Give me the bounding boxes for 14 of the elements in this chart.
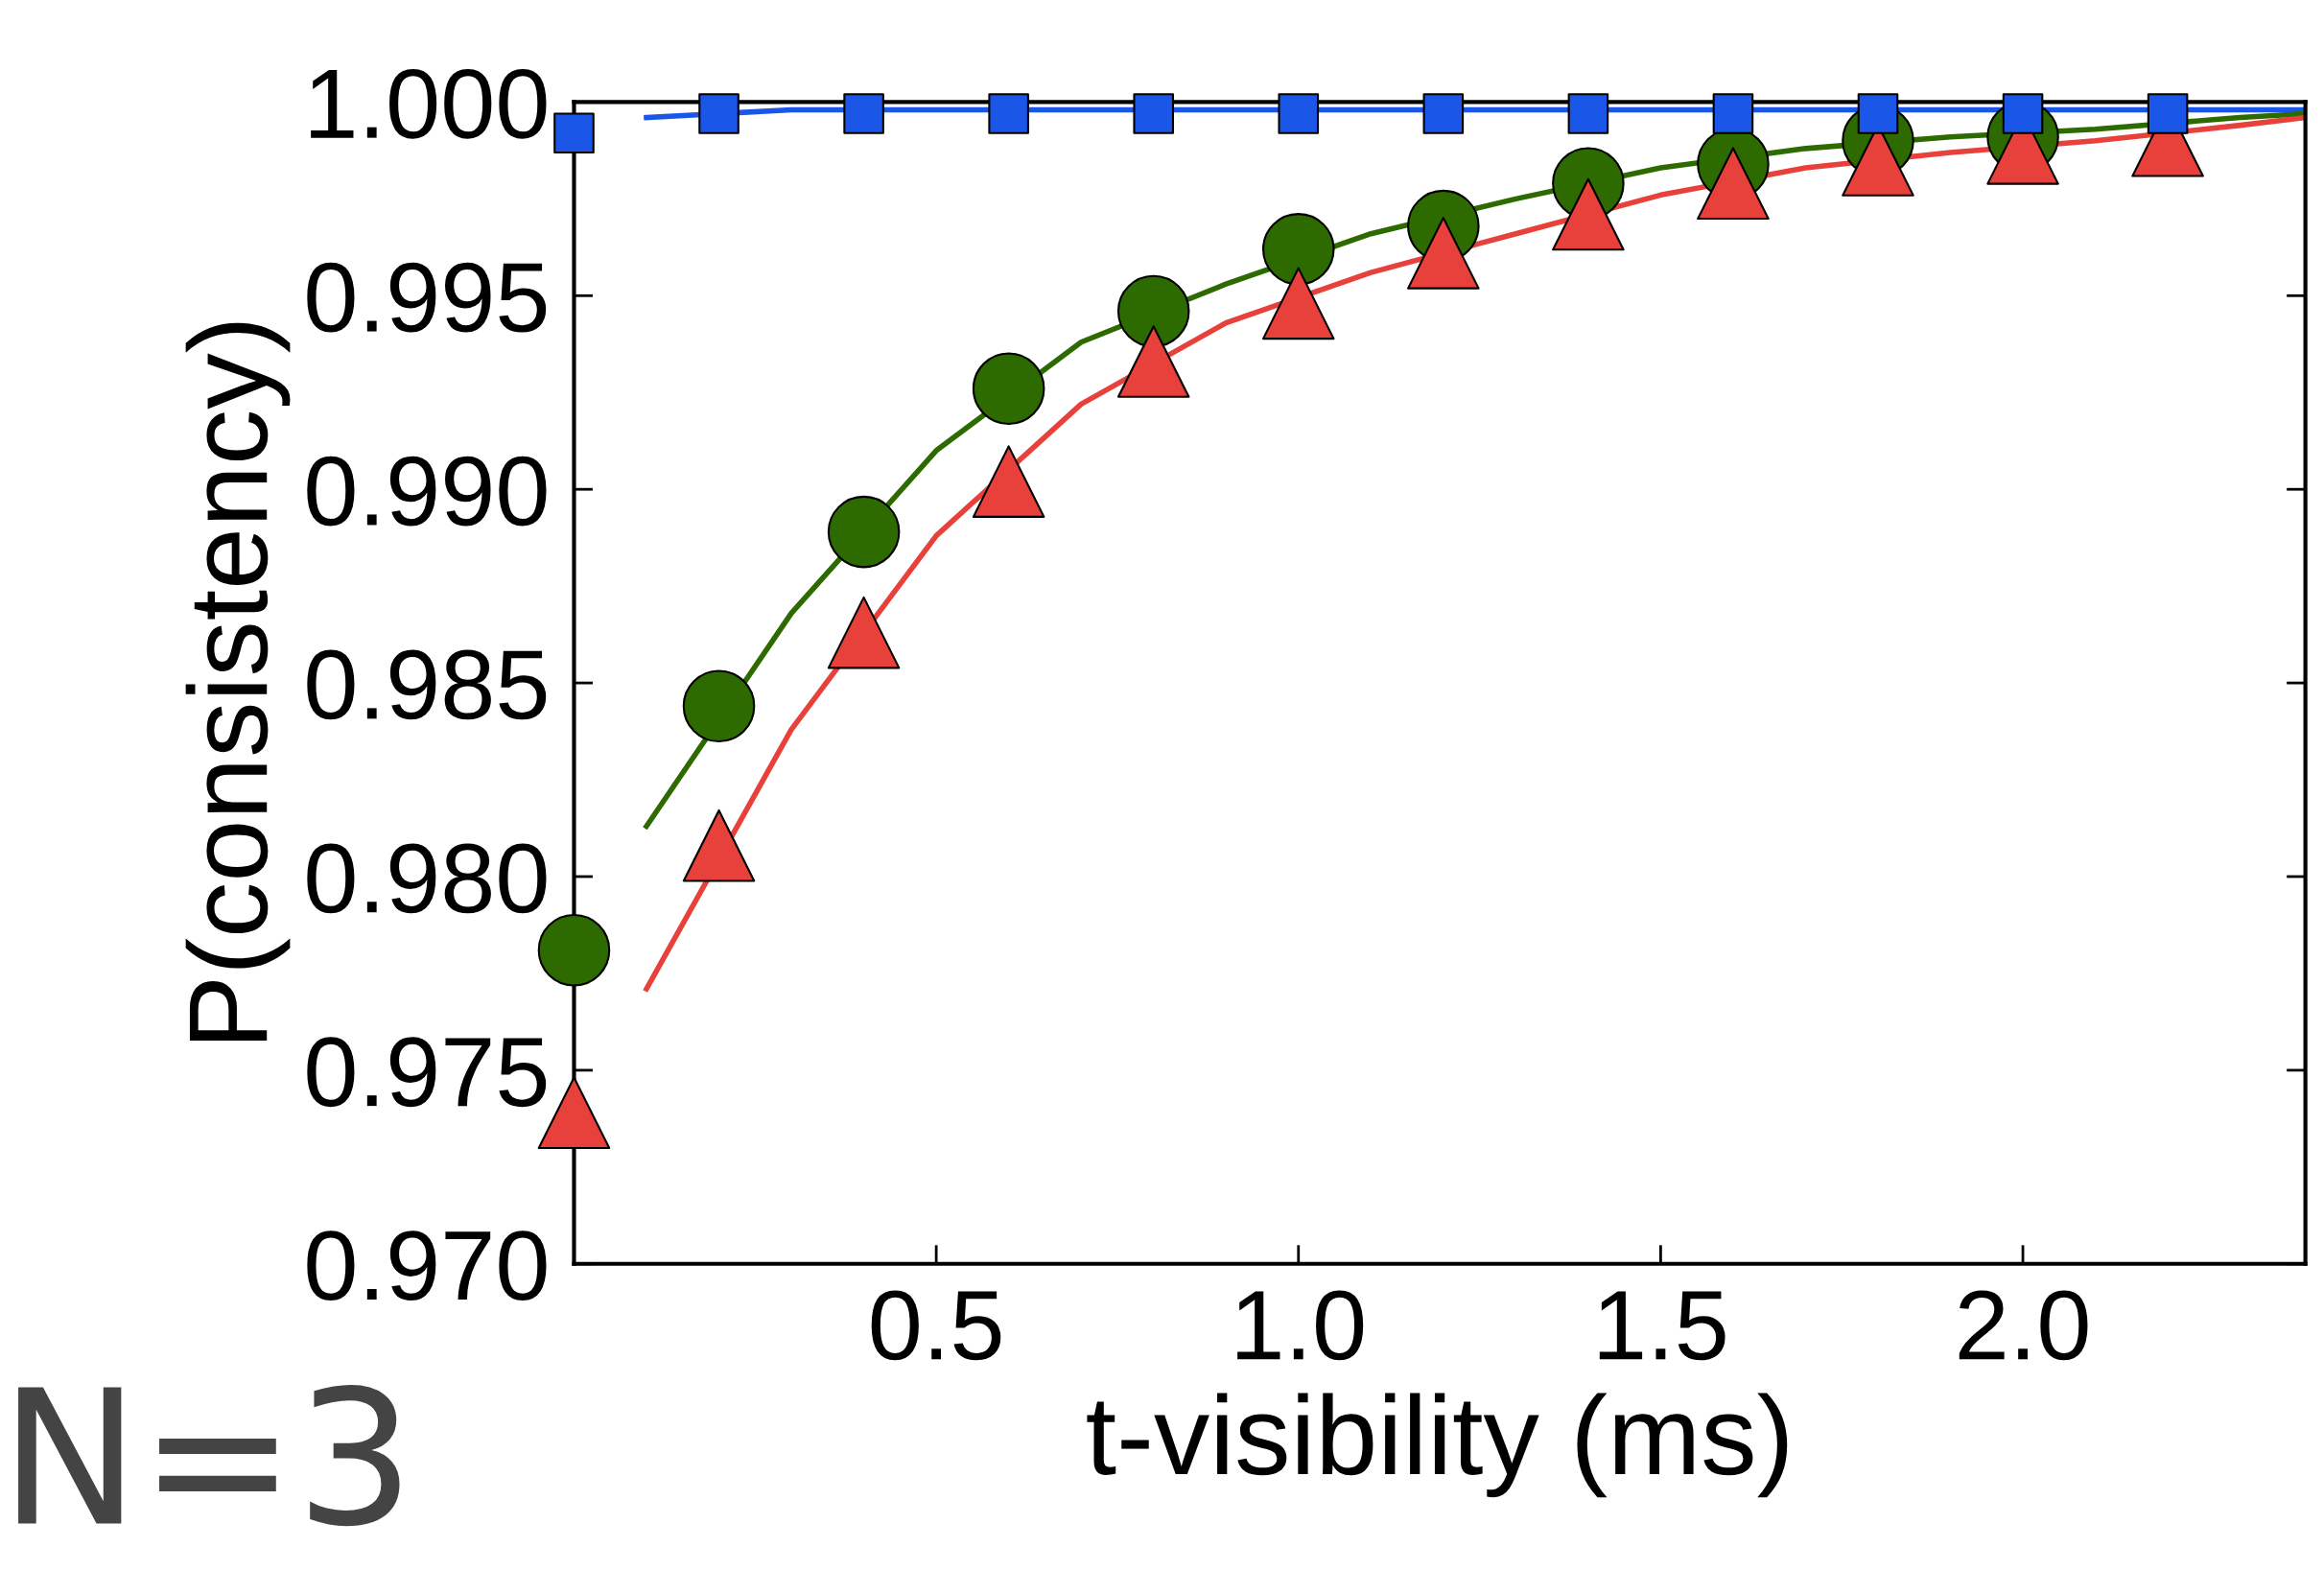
- x-axis-title: t-visibility (ms): [1087, 1393, 1788, 1498]
- y-tick-label: 0.975: [307, 1037, 547, 1108]
- x-tick-label: 2.0: [1959, 1290, 2088, 1361]
- y-tick-label: 0.970: [307, 1230, 547, 1301]
- x-tick-label: 0.5: [871, 1290, 1001, 1361]
- x-tick-label: 1.0: [1237, 1290, 1364, 1361]
- y-axis-title: P(consistency): [185, 322, 291, 1042]
- x-tick-label: 1.5: [1599, 1291, 1725, 1361]
- y-tick-label: 0.985: [307, 649, 547, 720]
- y-tick-label: 0.980: [307, 843, 547, 914]
- y-tick-label: 0.990: [307, 456, 547, 527]
- y-tick-label: 1.000: [311, 68, 547, 139]
- y-tick-label: 0.995: [307, 262, 547, 333]
- text: N=3: [18, 1385, 400, 1527]
